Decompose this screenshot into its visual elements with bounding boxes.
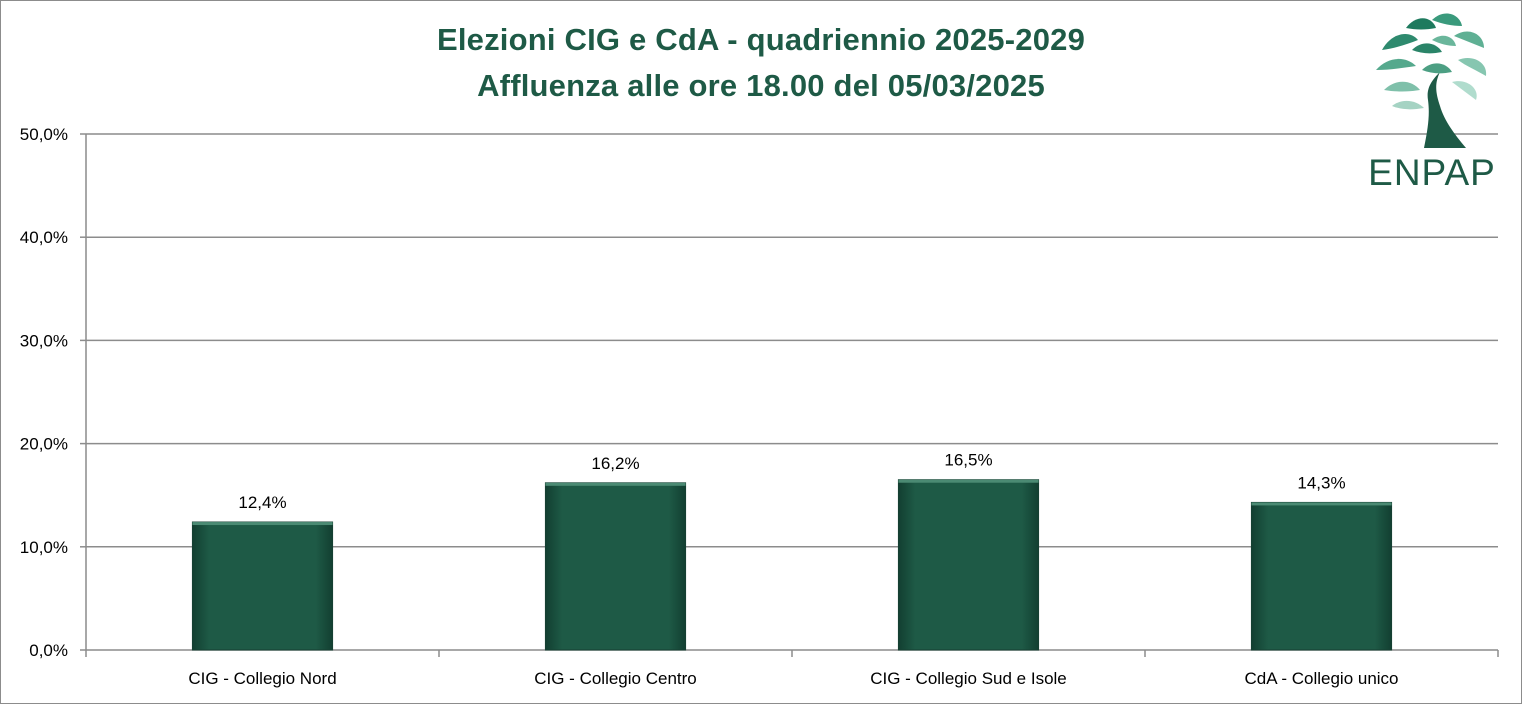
data-label: 16,2% — [591, 454, 639, 473]
category-label: CIG - Collegio Nord — [188, 669, 336, 688]
y-tick-label: 40,0% — [20, 228, 68, 247]
bar-highlight — [545, 482, 686, 486]
bar — [191, 521, 334, 651]
y-tick-label: 0,0% — [29, 641, 68, 660]
gridlines — [86, 133, 1498, 548]
category-label: CIG - Collegio Sud e Isole — [870, 669, 1067, 688]
bar — [897, 479, 1040, 651]
bar-highlight — [898, 479, 1039, 483]
chart-subtitle: Affluenza alle ore 18.00 del 05/03/2025 — [477, 68, 1045, 103]
bar — [544, 482, 687, 651]
y-tick-label: 20,0% — [20, 435, 68, 454]
y-tick-label: 30,0% — [20, 331, 68, 350]
data-label: 14,3% — [1297, 473, 1345, 492]
category-label: CdA - Collegio unico — [1244, 669, 1398, 688]
bar-highlight — [192, 522, 333, 526]
y-tick-label: 50,0% — [20, 125, 68, 144]
data-label: 12,4% — [238, 493, 286, 512]
bars — [191, 479, 1393, 651]
bar — [1250, 501, 1393, 651]
tree-icon — [1376, 13, 1487, 148]
category-label: CIG - Collegio Centro — [534, 669, 697, 688]
labels: 0,0% 10,0% 20,0% 30,0% 40,0% 50,0% 12,4% CIG - … — [20, 125, 1399, 688]
data-label: 16,5% — [944, 451, 992, 470]
bar-highlight — [1251, 502, 1392, 506]
y-tick-label: 10,0% — [20, 538, 68, 557]
logo-text: ENPAP — [1368, 152, 1496, 193]
chart-title: Elezioni CIG e CdA - quadriennio 2025-20… — [436, 22, 1086, 57]
enpap-logo: ENPAP — [1362, 10, 1502, 195]
